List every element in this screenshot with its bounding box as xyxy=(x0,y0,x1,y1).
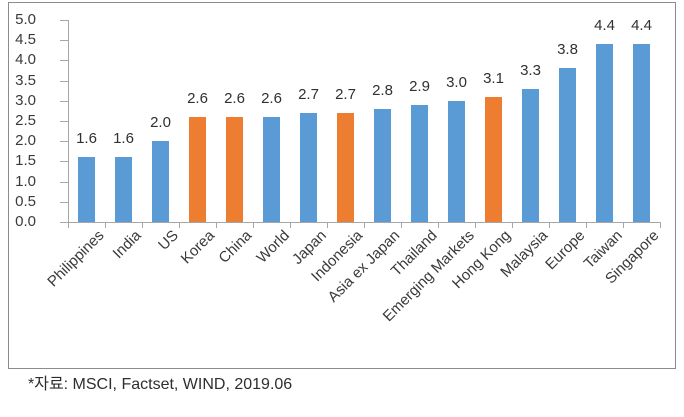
x-category-label-philippines: Philippines xyxy=(44,227,108,291)
y-tick-label: 2.0 xyxy=(15,132,36,149)
bar-europe xyxy=(559,68,576,222)
bar-value-label: 2.8 xyxy=(372,82,393,99)
x-tick xyxy=(660,223,661,228)
bar-chart: 5.0 4.5 4.0 3.5 3.0 2.5 2.0 1.5 1.0 0.5 0.0 1.6 1.6… xyxy=(8,2,676,369)
y-tick xyxy=(60,81,68,82)
x-tick xyxy=(438,223,439,228)
x-tick xyxy=(327,223,328,228)
bar-us xyxy=(152,141,169,222)
bar-value-label: 1.6 xyxy=(113,130,134,147)
bar-korea xyxy=(189,117,206,222)
x-tick xyxy=(216,223,217,228)
y-tick xyxy=(60,20,68,21)
y-tick xyxy=(60,202,68,203)
bar-value-label: 1.6 xyxy=(76,130,97,147)
bar-value-label: 2.6 xyxy=(224,90,245,107)
x-tick xyxy=(512,223,513,228)
x-tick xyxy=(475,223,476,228)
y-tick xyxy=(60,141,68,142)
x-category-label-us: US xyxy=(154,227,182,254)
y-tick-label: 0.5 xyxy=(15,193,36,210)
y-tick xyxy=(60,222,68,223)
y-axis-line xyxy=(68,20,69,223)
y-tick xyxy=(60,121,68,122)
source-footnote: *자료: MSCI, Factset, WIND, 2019.06 xyxy=(28,376,293,393)
x-tick xyxy=(142,223,143,228)
x-tick xyxy=(105,223,106,228)
y-tick-label: 1.0 xyxy=(15,173,36,190)
y-tick-label: 3.0 xyxy=(15,92,36,109)
bar-india xyxy=(115,157,132,222)
x-tick xyxy=(290,223,291,228)
x-tick xyxy=(549,223,550,228)
bar-philippines xyxy=(78,157,95,222)
bar-asia-ex-japan xyxy=(374,109,391,222)
x-tick xyxy=(401,223,402,228)
bar-value-label: 4.4 xyxy=(631,17,652,34)
x-category-label-india: India xyxy=(109,227,145,263)
x-axis-line xyxy=(68,222,661,223)
bar-world xyxy=(263,117,280,222)
bar-china xyxy=(226,117,243,222)
y-tick-label: 1.5 xyxy=(15,152,36,169)
x-tick xyxy=(364,223,365,228)
x-category-label-europe: Europe xyxy=(542,227,589,274)
y-tick xyxy=(60,101,68,102)
bar-value-label: 3.8 xyxy=(557,41,578,58)
y-tick-label: 0.0 xyxy=(15,213,36,230)
y-tick-label: 2.5 xyxy=(15,112,36,129)
bar-value-label: 3.0 xyxy=(446,74,467,91)
x-tick xyxy=(623,223,624,228)
x-category-label-korea: Korea xyxy=(178,227,219,268)
bar-value-label: 4.4 xyxy=(594,17,615,34)
bar-hong-kong xyxy=(485,97,502,222)
bar-thailand xyxy=(411,105,428,222)
x-tick xyxy=(68,223,69,228)
x-tick xyxy=(586,223,587,228)
x-tick xyxy=(253,223,254,228)
bar-taiwan xyxy=(596,44,613,222)
bar-value-label: 2.6 xyxy=(187,90,208,107)
y-tick-label: 4.5 xyxy=(15,31,36,48)
y-tick-label: 4.0 xyxy=(15,51,36,68)
y-tick xyxy=(60,60,68,61)
bar-value-label: 2.9 xyxy=(409,78,430,95)
bar-malaysia xyxy=(522,89,539,222)
bar-emerging-markets xyxy=(448,101,465,222)
bar-value-label: 3.3 xyxy=(520,62,541,79)
bar-value-label: 2.0 xyxy=(150,114,171,131)
bar-indonesia xyxy=(337,113,354,222)
bar-value-label: 2.7 xyxy=(335,86,356,103)
bar-japan xyxy=(300,113,317,222)
bar-singapore xyxy=(633,44,650,222)
bar-value-label: 2.6 xyxy=(261,90,282,107)
y-tick xyxy=(60,182,68,183)
bar-value-label: 3.1 xyxy=(483,70,504,87)
y-tick xyxy=(60,40,68,41)
x-category-label-china: China xyxy=(215,227,256,267)
y-tick xyxy=(60,161,68,162)
x-tick xyxy=(179,223,180,228)
y-tick-label: 5.0 xyxy=(15,11,36,28)
x-category-label-world: World xyxy=(252,227,293,267)
y-tick-label: 3.5 xyxy=(15,72,36,89)
bar-value-label: 2.7 xyxy=(298,86,319,103)
